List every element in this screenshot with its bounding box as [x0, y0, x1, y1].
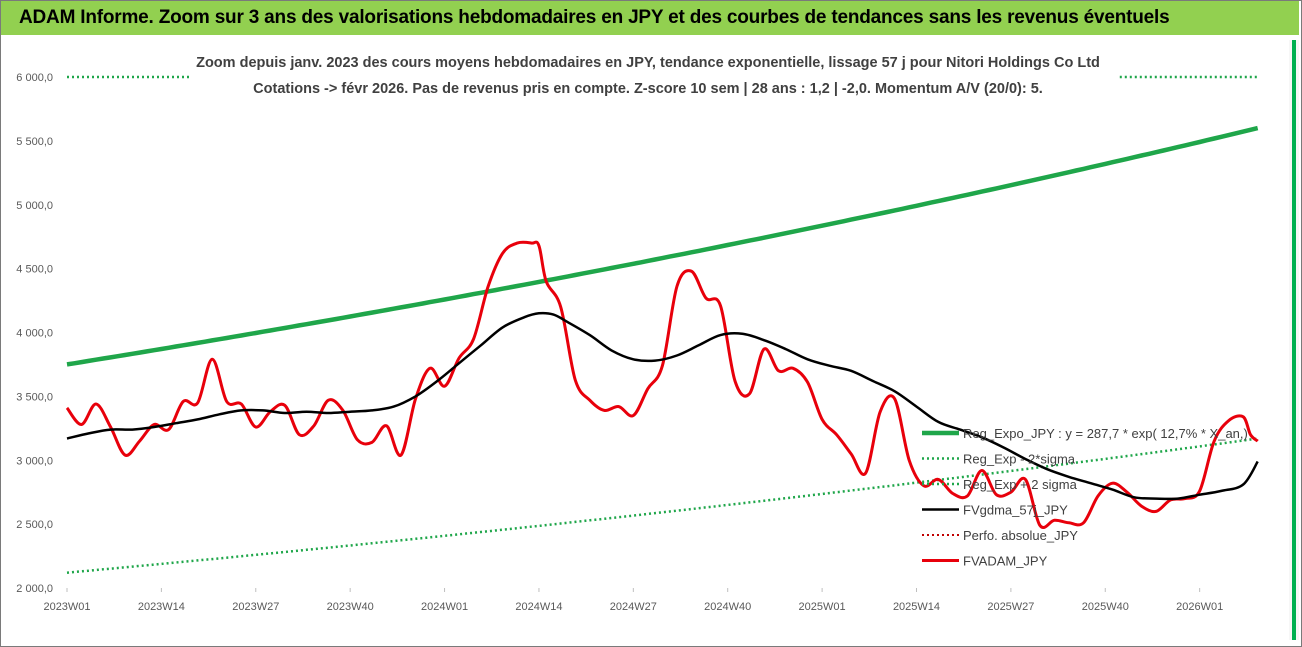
legend-label-reg_minus: Reg_Exp - 2*sigma: [963, 452, 1076, 467]
reg-expo-line: [66, 125, 1259, 367]
y-tick-label: 3 000,0: [16, 455, 53, 467]
x-tick-label: 2024W14: [515, 601, 562, 613]
fvadam-line: [65, 240, 1259, 529]
y-tick-label: 5 000,0: [16, 200, 53, 212]
chart-title-line1: Zoom depuis janv. 2023 des cours moyens …: [196, 55, 1100, 71]
legend-label-reg_expo: Reg_Expo_JPY : y = 287,7 * exp( 12,7% * …: [963, 426, 1248, 441]
legend-label-fvadam: FVADAM_JPY: [963, 554, 1048, 569]
x-tick-label: 2024W27: [610, 601, 657, 613]
x-tick-label: 2024W40: [704, 601, 751, 613]
x-tick-label: 2023W14: [138, 601, 185, 613]
y-tick-label: 3 500,0: [16, 391, 53, 403]
x-tick-label: 2024W01: [421, 601, 468, 613]
y-tick-label: 4 500,0: [16, 264, 53, 276]
scrollbar-thumb[interactable]: [1292, 40, 1296, 640]
y-tick-label: 2 500,0: [16, 519, 53, 531]
y-axis: 2 000,0 2 500,0 3 000,0 3 500,0 4 000,0 4 500…: [16, 72, 53, 595]
y-tick-label: 5 500,0: [16, 136, 53, 148]
y-tick-label: 6 000,0: [16, 72, 53, 84]
header-banner: ADAM Informe. Zoom sur 3 ans des valoris…: [1, 1, 1299, 35]
fvgdma-line: [66, 311, 1259, 501]
x-tick-label: 2023W27: [232, 601, 279, 613]
legend: Reg_Expo_JPY : y = 287,7 * exp( 12,7% * …: [922, 426, 1248, 569]
legend-label-fvgdma: FVgdma_57j_JPY: [963, 503, 1068, 518]
x-tick-label: 2026W01: [1176, 601, 1223, 613]
x-tick-label: 2025W40: [1082, 601, 1129, 613]
chart-title-line2: Cotations -> févr 2026. Pas de revenus p…: [253, 81, 1043, 97]
series-group: [65, 75, 1259, 574]
legend-label-perf: Perfo. absolue_JPY: [963, 528, 1078, 543]
y-tick-label: 2 000,0: [16, 583, 53, 595]
x-tick-label: 2023W01: [43, 601, 90, 613]
x-axis: 2023W01 2023W14 2023W27 2023W40 2024W01 2024W…: [43, 588, 1223, 613]
x-tick-label: 2025W27: [987, 601, 1034, 613]
x-tick-label: 2025W01: [799, 601, 846, 613]
legend-label-reg_plus: Reg_Exp + 2 sigma: [963, 477, 1078, 492]
x-tick-label: 2023W40: [327, 601, 374, 613]
banner-title: ADAM Informe. Zoom sur 3 ans des valoris…: [19, 7, 1170, 28]
y-tick-label: 4 000,0: [16, 328, 53, 340]
reg-minus-2sigma-line: [66, 437, 1258, 574]
x-tick-label: 2025W14: [893, 601, 940, 613]
